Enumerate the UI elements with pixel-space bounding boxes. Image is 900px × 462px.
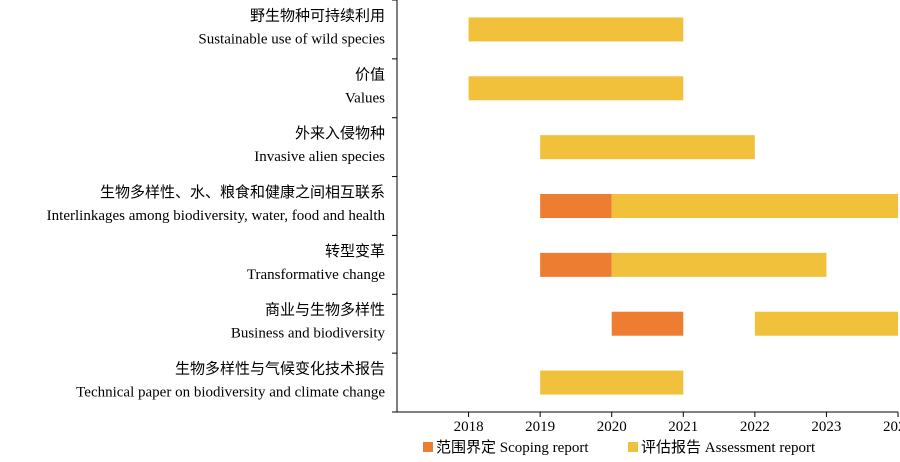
category-label-zh: 外来入侵物种 [295, 125, 385, 142]
x-tick-label: 2022 [740, 419, 770, 435]
chart-bars [468, 17, 898, 395]
chart-legend: 范围界定 Scoping report 评估报告 Assessment repor… [423, 439, 816, 456]
assessment-bar [611, 252, 827, 277]
x-tick-label: 2018 [454, 419, 484, 435]
category-label-en: Transformative change [247, 267, 385, 283]
x-tick-label: 2023 [811, 419, 841, 435]
category-label-zh: 价值 [355, 66, 385, 83]
category-label-zh: 生物多样性与气候变化技术报告 [175, 361, 385, 378]
category-label-en: Sustainable use of wild species [198, 31, 385, 47]
assessment-bar [754, 311, 898, 336]
scoping-legend-label: 范围界定 Scoping report [436, 439, 589, 456]
x-tick-label: 2021 [668, 419, 698, 435]
assessment-bar [611, 194, 898, 218]
x-axis-ticks: 2018 2019 2020 2021 2022 2023 2024 [454, 412, 900, 435]
assessment-bar [468, 17, 684, 42]
category-labels: 野生物种可持续利用 Sustainable use of wild species… [47, 7, 386, 400]
chart-axes [392, 0, 898, 413]
scoping-bar [540, 194, 612, 218]
category-label-zh: 商业与生物多样性 [265, 302, 385, 319]
scoping-bar [540, 252, 612, 277]
category-label-en: Invasive alien species [254, 149, 385, 165]
category-label-zh: 转型变革 [325, 243, 385, 260]
assessment-bar [468, 76, 684, 101]
assessment-legend-swatch [628, 442, 638, 452]
x-tick-label: 2019 [525, 419, 555, 435]
category-label-en: Values [345, 90, 385, 106]
assessment-bar [540, 370, 684, 395]
category-label-en: Interlinkages among biodiversity, water,… [47, 208, 386, 224]
x-tick-label: 2020 [597, 419, 627, 435]
category-label-en: Business and biodiversity [231, 326, 386, 342]
assessment-legend-label: 评估报告 Assessment report [641, 439, 816, 456]
assessment-bar [540, 135, 755, 160]
category-label-zh: 生物多样性、水、粮食和健康之间相互联系 [100, 184, 385, 201]
scoping-bar [611, 311, 684, 336]
category-label-zh: 野生物种可持续利用 [250, 7, 385, 24]
scoping-legend-swatch [423, 442, 433, 452]
category-label-en: Technical paper on biodiversity and clim… [76, 385, 385, 401]
x-tick-label: 2024 [883, 419, 900, 435]
